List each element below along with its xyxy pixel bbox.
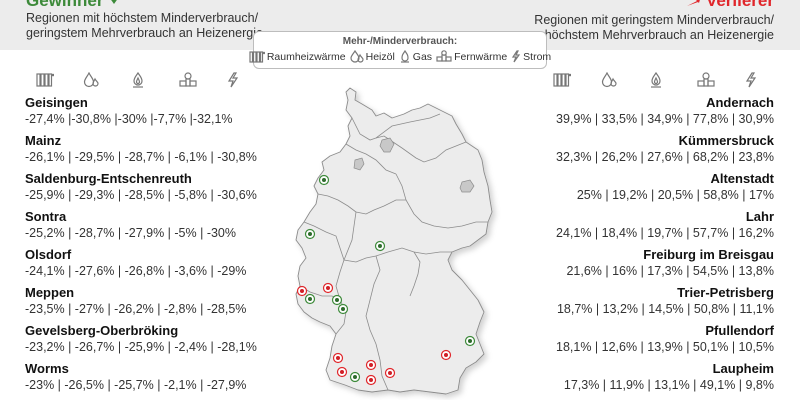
district-heating-icon — [436, 50, 452, 62]
list-item: Laupheim 17,3% | 11,9% | 13,1% | 49,1% | … — [563, 361, 774, 392]
arrow-up-red-icon — [686, 0, 700, 6]
list-item: Saldenburg-Entschenreuth -25,9% | -29,3% … — [25, 171, 257, 202]
losers-header: Verlierer Regionen mit geringstem Minder… — [534, 0, 774, 43]
losers-list: Andernach 39,9% | 33,5% | 34,9% | 77,8% |… — [556, 95, 774, 399]
radiator-icon — [553, 73, 571, 87]
legend-item-strom: Strom — [511, 50, 551, 63]
oil-drops-icon — [601, 72, 617, 88]
lightning-icon — [512, 50, 521, 63]
list-item: Meppen -23,5% | -27% | -26,2% | -2,8% | -… — [25, 285, 247, 316]
list-item: Trier-Petrisberg 18,7% | 13,2% | 14,5% | … — [556, 285, 774, 316]
legend-item-fernwaerme: Fernwärme — [436, 50, 507, 63]
red-markers — [296, 282, 452, 386]
list-item: Geisingen -27,4% |-30,8% |-30% |-7,7% |-3… — [25, 95, 233, 126]
list-item: Sontra -25,2% | -28,7% | -27,9% | -5% | -… — [25, 209, 236, 240]
germany-outline — [295, 87, 493, 395]
losers-subtitle-1: Regionen mit geringstem Minderverbrauch/ — [534, 12, 774, 27]
list-item: Altenstadt 25% | 19,2% | 20,5% | 58,8% | … — [576, 171, 774, 202]
list-item: Pfullendorf 18,1% | 12,6% | 13,9% | 50,1%… — [556, 323, 774, 354]
list-item: Olsdorf -24,1% | -27,6% | -26,8% | -3,6% … — [25, 247, 247, 278]
legend-item-raumheizwaerme: Raumheizwärme — [249, 51, 346, 63]
district-heating-icon — [179, 72, 197, 87]
winners-subtitle-2: geringstem Mehrverbrauch an Heizenergie — [26, 26, 263, 40]
winners-list: Geisingen -27,4% |-30,8% |-30% |-7,7% |-3… — [25, 95, 257, 399]
legend-item-heizoel: Heizöl — [350, 50, 395, 63]
list-item: Andernach 39,9% | 33,5% | 34,9% | 77,8% |… — [556, 95, 774, 126]
list-item: Gevelsberg-Oberbröking -23,2% | -26,7% | … — [25, 323, 257, 354]
legend-title: Mehr-/Minderverbrauch: — [342, 36, 458, 47]
germany-map — [295, 87, 493, 395]
winners-header: Gewinner Regionen mit höchstem Minderver… — [26, 0, 263, 41]
radiator-icon — [36, 73, 54, 87]
district-heating-icon — [697, 72, 715, 87]
winners-column-icons — [36, 70, 275, 90]
bremen — [353, 157, 365, 171]
berlin — [459, 179, 475, 193]
losers-subtitle-2: höchstem Mehrverbrauch an Heizenergie — [544, 27, 774, 42]
winners-title: Gewinner — [26, 0, 121, 9]
legend-box: Mehr-/Minderverbrauch: Raumheizwärme Hei… — [249, 31, 551, 69]
list-item: Freiburg im Breisgau 21,6% | 16% | 17,3% … — [566, 247, 774, 278]
gas-flame-icon — [651, 72, 661, 88]
green-markers — [304, 174, 476, 383]
lightning-icon — [745, 72, 757, 88]
lightning-icon — [227, 72, 239, 88]
hamburg — [379, 137, 395, 153]
list-item: Mainz -26,1% | -29,5% | -28,7% | -6,1% | … — [25, 133, 257, 164]
winners-subtitle-1: Regionen mit höchstem Minderverbrauch/ — [26, 11, 259, 25]
list-item: Kümmersbruck 32,3% | 26,2% | 27,6% | 68,2… — [556, 133, 774, 164]
gas-flame-icon — [133, 72, 143, 88]
oil-drops-icon — [350, 50, 364, 63]
losers-title: Verlierer — [686, 0, 774, 9]
list-item: Lahr 24,1% | 18,4% | 19,7% | 57,7% | 16,2… — [556, 209, 774, 240]
radiator-icon — [249, 50, 265, 63]
list-item: Worms -23% | -26,5% | -25,7% | -2,1% | -2… — [25, 361, 247, 392]
gas-flame-icon — [400, 50, 409, 63]
losers-column-icons — [553, 70, 793, 90]
legend-item-gas: Gas — [399, 50, 432, 63]
oil-drops-icon — [83, 72, 99, 88]
arrow-down-green-icon — [111, 0, 117, 4]
